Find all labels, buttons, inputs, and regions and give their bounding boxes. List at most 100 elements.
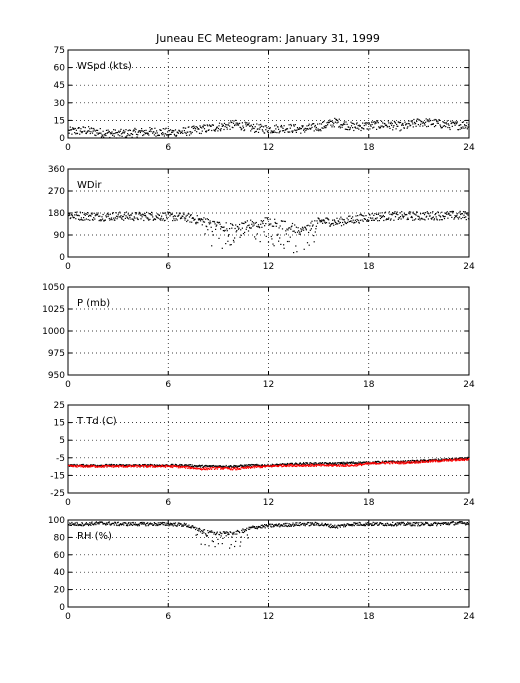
rh-point (144, 524, 147, 526)
rh-point (148, 524, 150, 526)
rh-point (163, 522, 165, 524)
wspd-point (87, 130, 89, 132)
wdir-point (176, 212, 178, 214)
wdir-point (330, 224, 332, 226)
temp-dewpoint-point (195, 468, 197, 470)
wdir-point (344, 221, 346, 223)
wspd-point (323, 121, 325, 123)
wspd-point (231, 121, 233, 123)
temp-dewpoint-point (432, 460, 434, 462)
wspd-point (80, 131, 82, 133)
temp-dewpoint-point (277, 464, 279, 466)
wdir-point (425, 216, 427, 218)
wspd-point (138, 130, 140, 132)
wspd-point (454, 123, 456, 125)
wspd-point (313, 130, 315, 132)
wdir-point (174, 219, 176, 222)
wspd-point (325, 125, 328, 127)
temp-dewpoint-point (456, 460, 458, 462)
rh-point (465, 522, 467, 524)
wdir-point (450, 211, 452, 213)
rh-point (158, 524, 160, 526)
wspd-point (266, 127, 268, 129)
wdir-point (326, 217, 328, 219)
wdir-point (271, 238, 273, 240)
wdir-point (109, 219, 111, 221)
rh-point (278, 523, 280, 526)
wspd-point (344, 128, 346, 130)
wspd-point (415, 122, 417, 124)
temp-dewpoint-point (403, 461, 405, 463)
rh-point (240, 536, 242, 538)
rh-point (166, 524, 168, 526)
temp-dewpoint-point (345, 465, 347, 467)
wdir-point (279, 225, 281, 227)
wspd-point (144, 133, 147, 135)
temp-dewpoint-point (83, 466, 85, 468)
temp-dewpoint-point (441, 458, 443, 460)
wdir-point (276, 222, 278, 225)
rh-point (127, 525, 129, 527)
wspd-point (323, 125, 325, 128)
wdir-point (444, 215, 446, 218)
rh-point (363, 523, 365, 525)
wspd-point (160, 129, 162, 131)
wdir-point (115, 212, 117, 214)
wspd-point (333, 122, 335, 124)
temp-dewpoint-point (459, 457, 461, 459)
wdir-point (322, 222, 324, 224)
wdir-point (91, 213, 93, 215)
temp-dewpoint-point (231, 469, 233, 471)
wdir-point (133, 219, 135, 222)
wspd-point (265, 129, 267, 131)
wdir-point (319, 221, 321, 223)
rh-axes-box (67, 519, 470, 608)
wdir-point (287, 229, 289, 231)
wdir-point (299, 233, 301, 235)
wdir-point (324, 222, 326, 224)
wdir-point (239, 223, 241, 226)
wspd-point (121, 135, 123, 137)
wdir-point (281, 220, 283, 222)
pressure-ytick-label: 1000 (42, 327, 65, 337)
rh-point (321, 522, 323, 524)
temp-dewpoint-point (70, 464, 72, 466)
wdir-point (438, 219, 441, 221)
rh-point (436, 525, 438, 527)
temp-dewpoint-point (191, 466, 193, 468)
wdir-point (114, 219, 116, 221)
wdir-point (360, 213, 362, 215)
wspd-point (355, 127, 357, 129)
rh-point (318, 523, 320, 525)
wdir-point (311, 220, 313, 222)
rh-point (247, 528, 250, 530)
temp-dewpoint-point (210, 467, 212, 469)
wspd-point (147, 133, 149, 135)
temp-dewpoint-point (179, 467, 181, 469)
wspd-point (456, 121, 458, 123)
wspd-point (142, 131, 144, 133)
rh-point (366, 523, 368, 525)
wspd-point (97, 133, 99, 135)
wdir-point (278, 227, 280, 229)
rh-point (403, 524, 405, 526)
pressure-xtick-label: 6 (165, 380, 171, 390)
wspd-point (161, 132, 163, 135)
wdir-point (315, 225, 317, 227)
temp-dewpoint-point (149, 464, 151, 467)
rh-point (299, 525, 301, 527)
rh-point (420, 524, 422, 526)
rh-point (91, 521, 93, 523)
temp-dewpoint-point (350, 461, 353, 463)
rh-point (341, 524, 343, 526)
temp-dewpoint-point (447, 459, 449, 461)
rh-point (195, 528, 197, 531)
wspd-point (193, 127, 196, 129)
wspd-point (318, 130, 320, 132)
wdir-point (375, 218, 377, 220)
wdir-point (426, 215, 428, 217)
rh-point (411, 523, 413, 525)
pressure-xtick-label: 18 (363, 380, 375, 390)
wdir-point (203, 217, 205, 219)
